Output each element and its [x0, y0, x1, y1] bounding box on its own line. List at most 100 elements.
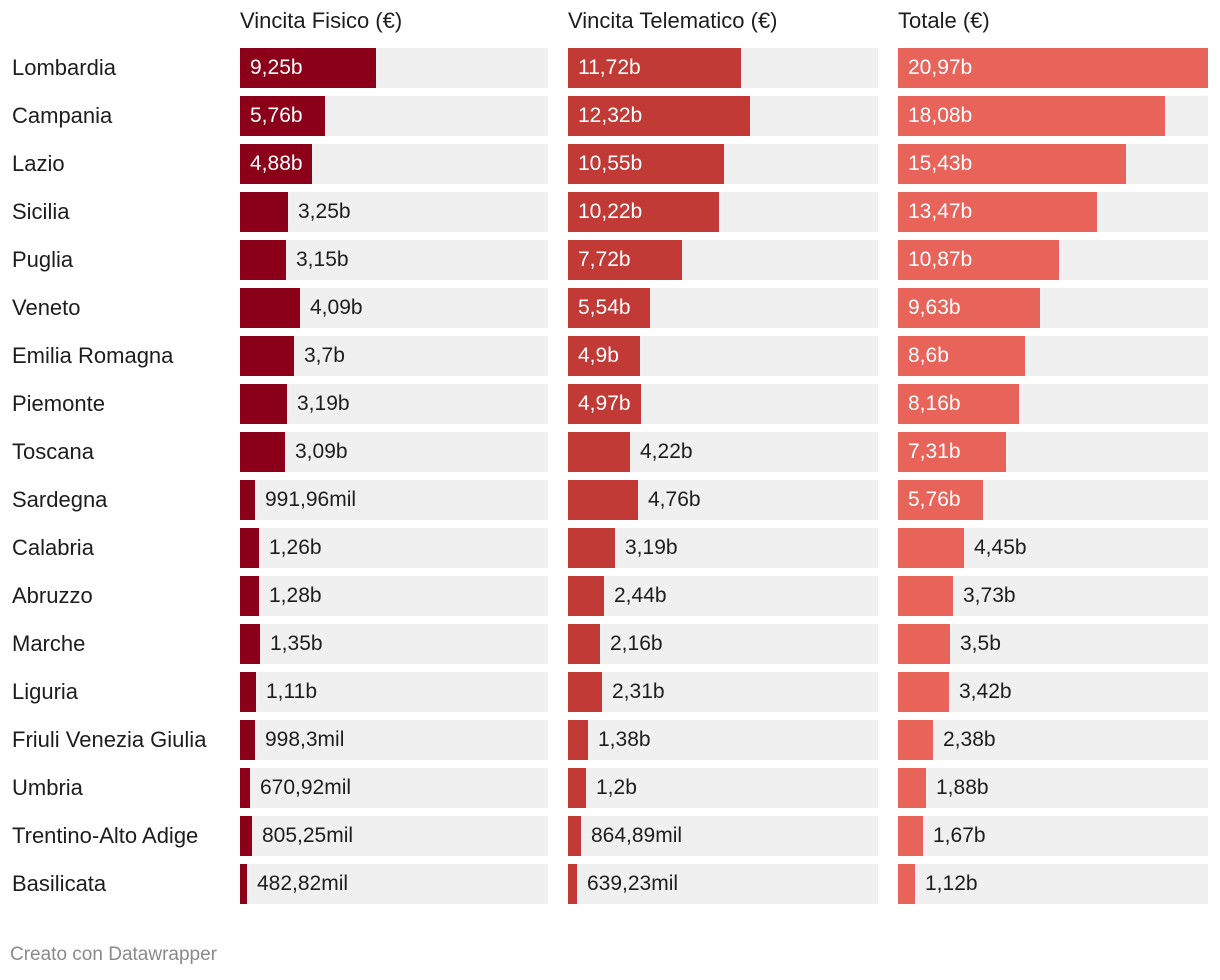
bar[interactable]	[240, 480, 255, 520]
data-label: 998,3mil	[265, 728, 345, 751]
bar[interactable]	[240, 48, 376, 88]
column-header-2: Vincita Telematico (€)	[568, 8, 778, 33]
data-label: 1,11b	[266, 680, 317, 703]
bar[interactable]	[240, 528, 259, 568]
bar[interactable]	[898, 624, 950, 664]
bar-track	[898, 672, 1208, 712]
bar[interactable]	[568, 48, 741, 88]
data-label: 805,25mil	[262, 824, 354, 847]
bar[interactable]	[898, 672, 949, 712]
bar[interactable]	[240, 576, 259, 616]
bar[interactable]	[898, 528, 964, 568]
bar[interactable]	[240, 336, 294, 376]
bar-track	[898, 768, 1208, 808]
bar-track	[240, 384, 548, 424]
bar[interactable]	[568, 624, 600, 664]
data-label: 3,15b	[296, 248, 349, 271]
bar-track	[240, 576, 548, 616]
bar-track	[898, 816, 1208, 856]
bar[interactable]	[898, 768, 926, 808]
bar[interactable]	[568, 192, 719, 232]
bar[interactable]	[240, 432, 285, 472]
data-label: 1,35b	[270, 632, 323, 655]
bar[interactable]	[240, 816, 252, 856]
bar[interactable]	[568, 144, 724, 184]
bar[interactable]	[240, 720, 255, 760]
bar[interactable]	[240, 240, 286, 280]
bar[interactable]	[240, 864, 247, 904]
bar[interactable]	[568, 528, 615, 568]
data-label: 4,9b	[578, 344, 619, 367]
bar-track	[568, 672, 878, 712]
bar[interactable]	[898, 336, 1025, 376]
bar[interactable]	[898, 720, 933, 760]
bar[interactable]	[898, 144, 1126, 184]
bar[interactable]	[898, 48, 1208, 88]
row-label: Lazio	[12, 151, 65, 176]
data-label: 3,19b	[297, 392, 350, 415]
data-label: 18,08b	[908, 104, 973, 127]
data-label: 3,19b	[625, 536, 678, 559]
data-label: 5,76b	[250, 104, 303, 127]
bar[interactable]	[240, 384, 287, 424]
bar-track	[240, 624, 548, 664]
bar[interactable]	[568, 768, 586, 808]
bar[interactable]	[568, 480, 638, 520]
bar[interactable]	[240, 288, 300, 328]
bar[interactable]	[240, 192, 288, 232]
bar[interactable]	[240, 144, 312, 184]
bar[interactable]	[240, 96, 325, 136]
bar[interactable]	[898, 288, 1040, 328]
bar[interactable]	[568, 96, 750, 136]
bar-track	[240, 672, 548, 712]
data-label: 7,72b	[578, 248, 631, 271]
bar[interactable]	[898, 864, 915, 904]
bar[interactable]	[568, 384, 641, 424]
bar[interactable]	[898, 576, 953, 616]
bar-track	[240, 768, 548, 808]
bar[interactable]	[240, 672, 256, 712]
row-label: Toscana	[12, 439, 94, 464]
data-label: 3,7b	[304, 344, 345, 367]
bar[interactable]	[898, 240, 1059, 280]
bar[interactable]	[240, 624, 260, 664]
data-label: 20,97b	[908, 56, 973, 79]
data-label: 4,22b	[640, 440, 693, 463]
row-label: Abruzzo	[12, 583, 93, 608]
bar[interactable]	[568, 864, 577, 904]
bar[interactable]	[568, 576, 604, 616]
bar-track	[568, 864, 878, 904]
column-header-1: Vincita Fisico (€)	[240, 8, 403, 33]
data-label: 3,5b	[960, 632, 1001, 655]
data-label: 4,45b	[974, 536, 1027, 559]
bar[interactable]	[568, 816, 581, 856]
data-label: 7,31b	[908, 440, 961, 463]
data-label: 9,63b	[908, 296, 961, 319]
bar[interactable]	[568, 240, 682, 280]
row-label: Campania	[12, 103, 113, 128]
data-label: 1,26b	[269, 536, 322, 559]
bar[interactable]	[898, 432, 1006, 472]
datawrapper-credit[interactable]: Creato con Datawrapper	[10, 944, 217, 965]
bar[interactable]	[568, 720, 588, 760]
bar[interactable]	[240, 768, 250, 808]
bar[interactable]	[568, 672, 602, 712]
data-label: 991,96mil	[265, 488, 357, 511]
bar[interactable]	[898, 192, 1097, 232]
data-label: 482,82mil	[257, 872, 349, 895]
column-header-3: Totale (€)	[898, 8, 990, 33]
bar[interactable]	[568, 336, 640, 376]
bar[interactable]	[568, 288, 650, 328]
bar[interactable]	[898, 96, 1165, 136]
bar[interactable]	[568, 432, 630, 472]
data-label: 10,55b	[578, 152, 643, 175]
bar[interactable]	[898, 480, 983, 520]
row-label: Liguria	[12, 679, 79, 704]
bar[interactable]	[898, 816, 923, 856]
row-label: Friuli Venezia Giulia	[12, 727, 207, 752]
data-label: 2,38b	[943, 728, 996, 751]
bar-track	[568, 720, 878, 760]
data-label: 9,25b	[250, 56, 303, 79]
bar[interactable]	[898, 384, 1019, 424]
